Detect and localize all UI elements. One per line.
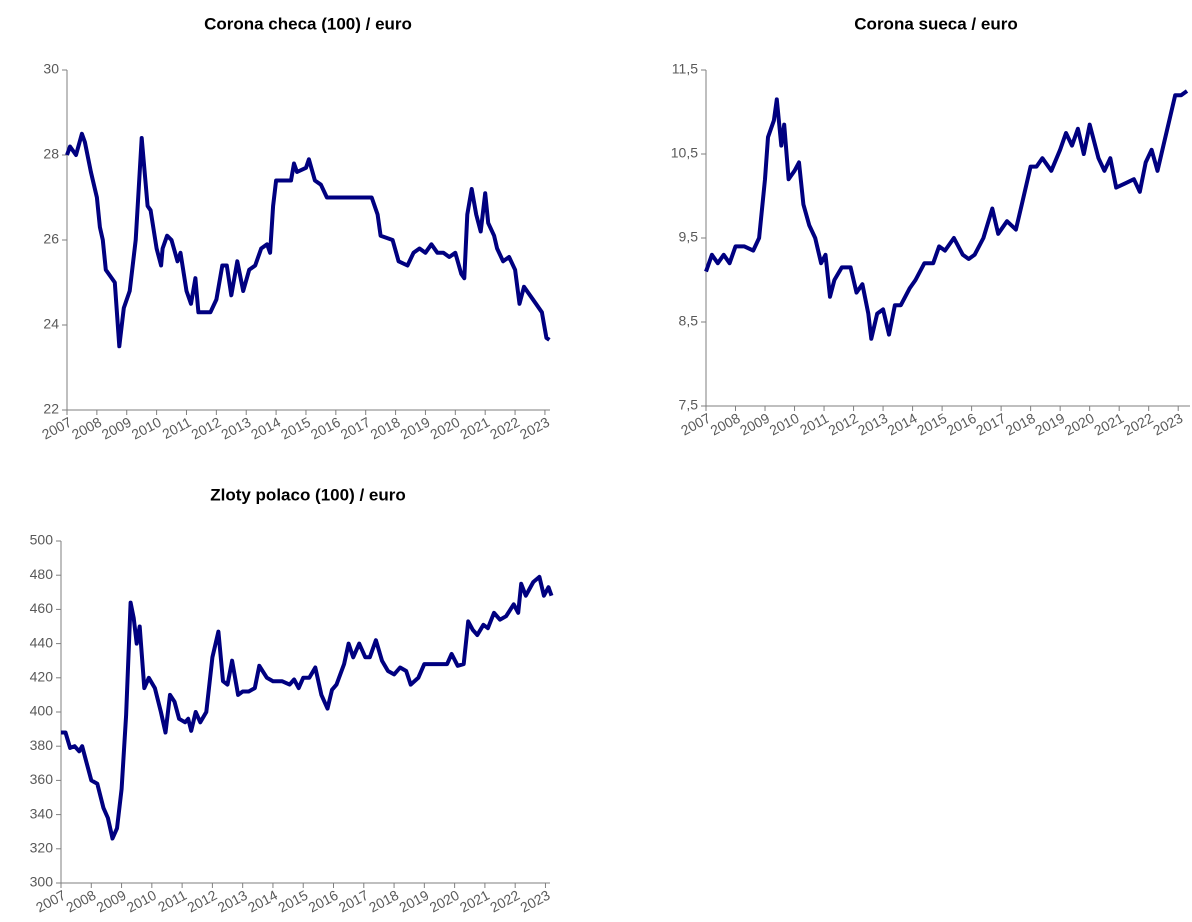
- y-tick-label: 300: [30, 874, 54, 890]
- y-tick-label: 460: [30, 600, 54, 616]
- y-tick-label: 380: [30, 737, 54, 753]
- y-tick-label: 24: [43, 316, 59, 332]
- data-line: [704, 89, 1189, 341]
- x-tick-label: 2023: [517, 414, 552, 443]
- y-tick-label: 8,5: [679, 313, 699, 329]
- y-tick-label: 480: [30, 566, 54, 582]
- y-tick-label: 30: [43, 61, 59, 77]
- y-tick-label: 440: [30, 634, 54, 650]
- y-tick-label: 340: [30, 805, 54, 821]
- y-tick-label: 500: [30, 532, 54, 548]
- data-line: [65, 131, 551, 349]
- y-tick-label: 360: [30, 771, 54, 787]
- data-line: [61, 574, 554, 841]
- y-tick-label: 9,5: [679, 229, 699, 245]
- chart-title: Corona sueca / euro: [854, 14, 1017, 33]
- y-tick-label: 22: [43, 401, 59, 417]
- y-tick-label: 400: [30, 703, 54, 719]
- y-tick-label: 420: [30, 669, 54, 685]
- chart-title: Zloty polaco (100) / euro: [210, 485, 406, 504]
- y-tick-label: 26: [43, 231, 59, 247]
- y-tick-label: 28: [43, 146, 59, 162]
- chart-title: Corona checa (100) / euro: [204, 14, 412, 33]
- y-tick-label: 11,5: [672, 61, 698, 77]
- y-tick-label: 10,5: [671, 145, 698, 161]
- y-tick-label: 320: [30, 840, 54, 856]
- y-tick-label: 7,5: [679, 397, 699, 413]
- x-tick-label: 2023: [1150, 410, 1185, 439]
- x-tick-label: 2010: [124, 887, 159, 916]
- x-tick-label: 2023: [518, 887, 553, 916]
